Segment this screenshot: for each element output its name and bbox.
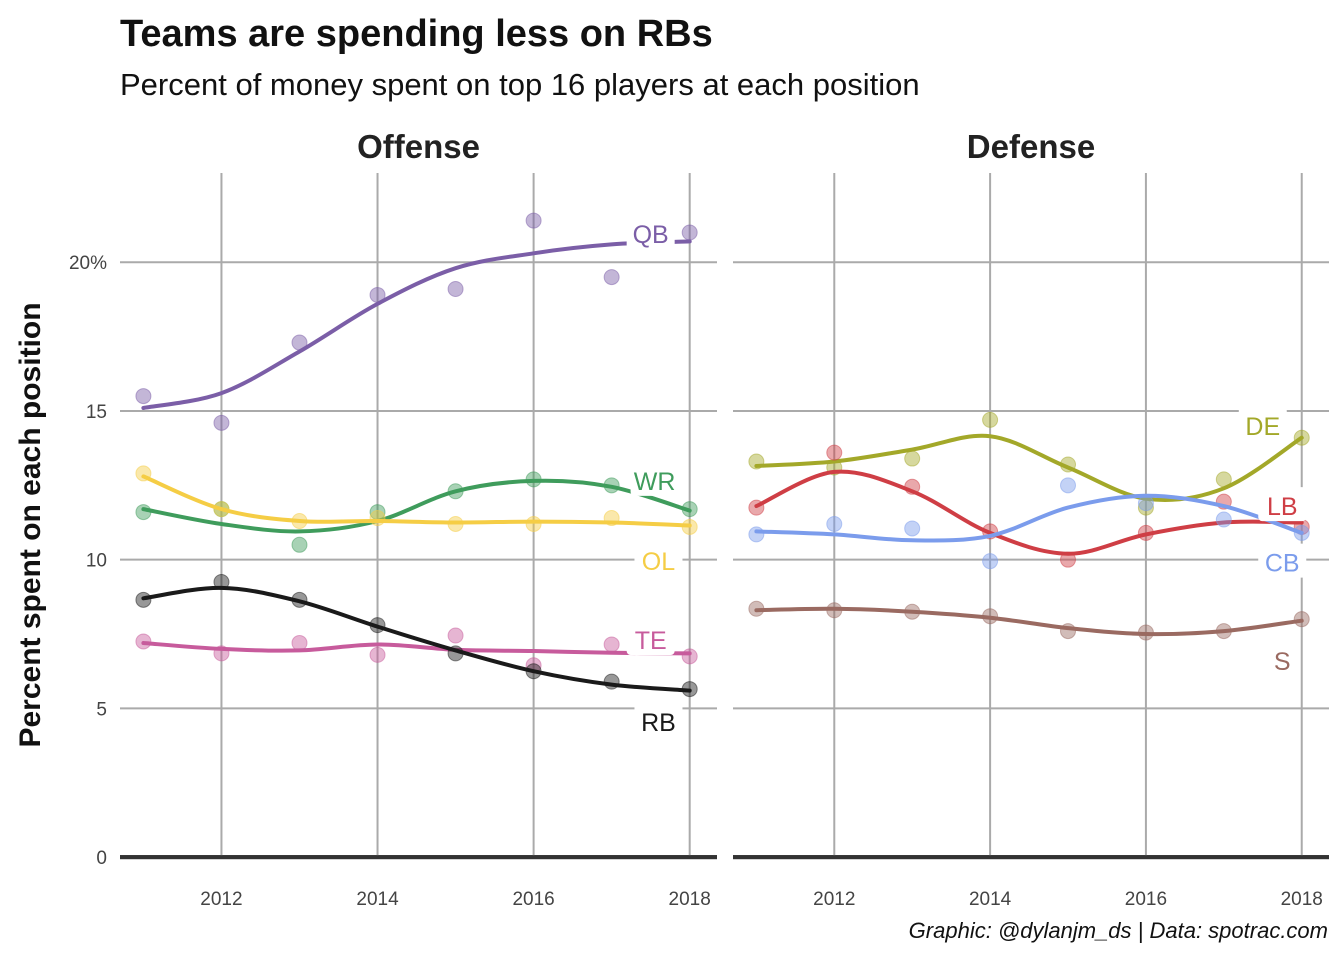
chart-title: Teams are spending less on RBs [120, 13, 713, 55]
label-bg-s [1266, 641, 1298, 676]
point-cb [826, 515, 843, 532]
y-axis-label: Percent spent on each position [14, 302, 47, 747]
point-te [681, 648, 698, 665]
point-de [982, 411, 999, 428]
series-label-de: DE [1245, 413, 1280, 441]
y-tick-label: 0 [96, 848, 107, 869]
point-qb [681, 224, 698, 241]
point-qb [603, 269, 620, 286]
line-qb [141, 239, 692, 410]
series-label-wr: WR [634, 468, 676, 496]
y-tick-label: 5 [96, 699, 107, 720]
series-label-qb: QB [633, 221, 669, 249]
panel-defense: Defense 2012 2014 2016 2018 DE LB CB S [733, 128, 1329, 910]
facet-title-defense: Defense [967, 128, 1095, 165]
line-s [754, 606, 1304, 637]
line-te [141, 641, 692, 656]
x-tick-label: 2014 [969, 889, 1012, 910]
label-bg-rb [634, 702, 683, 737]
series-label-te: TE [635, 627, 667, 655]
label-bg-lb [1258, 487, 1307, 522]
series-label-s: S [1274, 648, 1291, 676]
point-te [603, 636, 620, 653]
point-cb [904, 520, 921, 537]
series-label-ol: OL [642, 548, 675, 576]
x-tick-label: 2018 [669, 889, 711, 910]
point-de [904, 450, 921, 467]
point-cb [982, 553, 999, 570]
series-label-lb: LB [1267, 493, 1298, 521]
x-tick-label: 2012 [200, 889, 242, 910]
panel-offense: Offense 2012 2014 2016 2018 QB WR OL TE RB [120, 128, 717, 910]
x-tick-label: 2014 [356, 889, 399, 910]
point-qb [525, 212, 542, 229]
point-cb [1060, 477, 1077, 494]
label-bg-ol [634, 542, 683, 577]
x-tick-label: 2016 [1125, 889, 1167, 910]
line-wr [141, 478, 692, 534]
point-ol [525, 515, 542, 532]
line-ol [141, 474, 692, 528]
point-cb [1137, 495, 1154, 512]
x-tick-label: 2018 [1281, 889, 1323, 910]
series-label-rb: RB [641, 709, 676, 737]
label-bg-wr [630, 461, 679, 496]
point-cb [1215, 511, 1232, 528]
chart-caption: Graphic: @dylanjm_ds | Data: spotrac.com [909, 918, 1328, 943]
point-qb [213, 414, 230, 431]
chart-subtitle: Percent of money spent on top 16 players… [120, 67, 920, 102]
line-rb [141, 585, 692, 693]
y-tick-label: 20% [69, 253, 107, 274]
label-bg-cb [1258, 543, 1307, 578]
point-ol [369, 510, 386, 527]
x-tick-label: 2012 [813, 889, 855, 910]
label-bg-de [1238, 406, 1287, 441]
facet-title-offense: Offense [357, 128, 480, 165]
label-bg-te [626, 620, 675, 655]
point-te [369, 646, 386, 663]
line-lb [754, 469, 1304, 556]
point-qb [135, 388, 152, 405]
line-de [754, 433, 1304, 502]
x-tick-label: 2016 [512, 889, 554, 910]
label-bg-qb [626, 214, 675, 249]
point-qb [447, 281, 464, 298]
point-cb [748, 526, 765, 543]
y-tick-label: 15 [86, 402, 107, 423]
line-cb [754, 493, 1304, 543]
point-te [447, 627, 464, 644]
series-label-cb: CB [1265, 550, 1300, 578]
y-tick-label: 10 [86, 551, 107, 572]
point-lb [826, 444, 843, 461]
y-axis-ticks: 0 5 10 15 20% [69, 253, 107, 869]
point-wr [291, 536, 308, 553]
